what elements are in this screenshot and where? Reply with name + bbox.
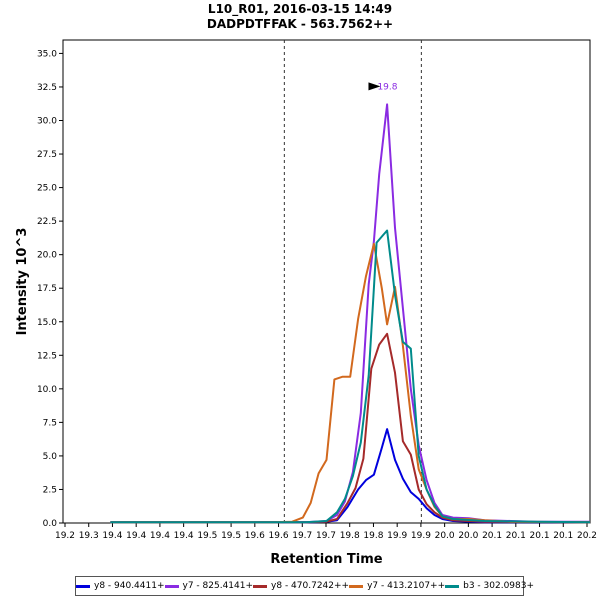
- legend-swatch: [445, 584, 460, 588]
- x-tick-label: 19.5: [197, 531, 217, 541]
- series-line-b3: [110, 229, 591, 524]
- legend-label: b3 - 302.0983+: [463, 581, 535, 591]
- title-line-1: L10_R01, 2016-03-15 14:49: [207, 2, 393, 16]
- x-tick-label: 20.0: [458, 531, 478, 541]
- y-tick-label: 12.5: [37, 351, 57, 361]
- x-tick-label: 19.4: [150, 531, 170, 541]
- x-tick-label: 20.1: [506, 531, 526, 541]
- peak-arrow-icon: [368, 82, 381, 91]
- x-axis-title: Retention Time: [270, 552, 382, 567]
- legend-label: y7 - 825.4141+: [182, 581, 254, 591]
- legend-label: y7 - 413.2107++: [367, 581, 446, 591]
- y-tick-label: 7.5: [43, 418, 57, 428]
- x-tick-label: 20.2: [577, 531, 597, 541]
- legend-swatch: [164, 584, 179, 588]
- y-axis-title: Intensity 10^3: [15, 228, 30, 336]
- x-tick-label: 19.3: [79, 531, 99, 541]
- y-tick-label: 2.5: [43, 485, 57, 495]
- legend-swatch: [253, 584, 268, 588]
- legend-label: y8 - 940.4411+: [94, 581, 165, 591]
- legend-item: y8 - 940.4411+: [76, 581, 165, 591]
- legend-item: y7 - 825.4141+: [164, 581, 254, 591]
- y-tick-label: 30.0: [37, 117, 57, 127]
- x-tick-label: 19.8: [340, 531, 360, 541]
- y-tick-label: 10.0: [37, 385, 57, 395]
- legend-item: b3 - 302.0983+: [445, 581, 534, 591]
- series-line-y7: [110, 103, 590, 524]
- legend-item: y8 - 470.7242++: [253, 581, 349, 591]
- y-tick-label: 20.0: [37, 251, 57, 261]
- legend-swatch: [349, 584, 364, 588]
- x-tick-label: 19.9: [411, 531, 431, 541]
- y-tick-label: 25.0: [37, 184, 57, 194]
- x-tick-label: 19.6: [245, 531, 265, 541]
- x-tick-label: 20.1: [553, 531, 573, 541]
- legend-swatch: [76, 584, 90, 588]
- chart-legend: y8 - 940.4411+ y7 - 825.4141+ y8 - 470.724…: [75, 576, 534, 596]
- y-tick-label: 17.5: [37, 284, 57, 294]
- x-tick-label: 19.2: [55, 531, 75, 541]
- series-line-y8: [110, 332, 591, 524]
- title-line-2: DADPDTFFAK - 563.7562++: [206, 17, 394, 31]
- x-tick-label: 19.4: [126, 531, 146, 541]
- x-tick-label: 19.4: [102, 531, 122, 541]
- x-tick-label: 19.5: [221, 531, 241, 541]
- y-tick-label: 22.5: [37, 217, 57, 227]
- y-tick-label: 15.0: [37, 318, 57, 328]
- y-tick-label: 35.0: [37, 49, 57, 59]
- x-tick-label: 20.1: [530, 531, 550, 541]
- legend-item: y7 - 413.2107++: [349, 581, 445, 591]
- y-tick-label: 5.0: [43, 452, 58, 462]
- y-tick-label: 27.5: [37, 150, 57, 160]
- series-line-y8: [110, 428, 590, 524]
- x-tick-label: 20.1: [482, 531, 502, 541]
- x-tick-label: 19.7: [292, 531, 312, 541]
- y-tick-label: 0.0: [43, 519, 58, 529]
- chart-title: L10_R01, 2016-03-15 14:49 DADPDTFFAK - 5…: [0, 2, 600, 32]
- legend-label: y8 - 470.7242++: [271, 581, 350, 591]
- x-tick-label: 19.9: [387, 531, 407, 541]
- x-tick-label: 19.4: [174, 531, 194, 541]
- x-tick-label: 19.7: [316, 531, 336, 541]
- peak-label: 19.8: [377, 82, 397, 92]
- x-tick-label: 19.8: [363, 531, 383, 541]
- x-tick-label: 20.0: [435, 531, 455, 541]
- x-tick-label: 19.6: [269, 531, 289, 541]
- y-tick-label: 32.5: [37, 83, 57, 93]
